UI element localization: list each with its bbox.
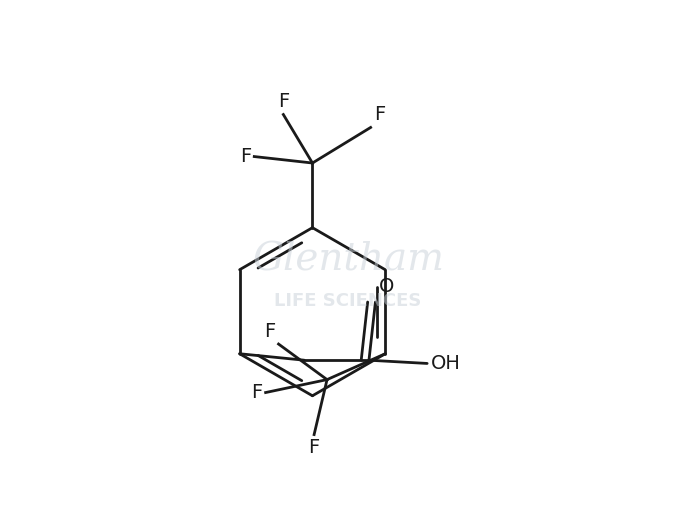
Text: F: F (239, 147, 251, 166)
Text: O: O (379, 277, 394, 295)
Text: LIFE SCIENCES: LIFE SCIENCES (274, 292, 422, 310)
Text: F: F (264, 322, 276, 341)
Text: Glentham: Glentham (252, 241, 444, 279)
Text: F: F (374, 105, 385, 124)
Text: F: F (278, 92, 289, 111)
Text: F: F (251, 383, 262, 402)
Text: OH: OH (430, 354, 460, 373)
Text: F: F (308, 438, 319, 457)
